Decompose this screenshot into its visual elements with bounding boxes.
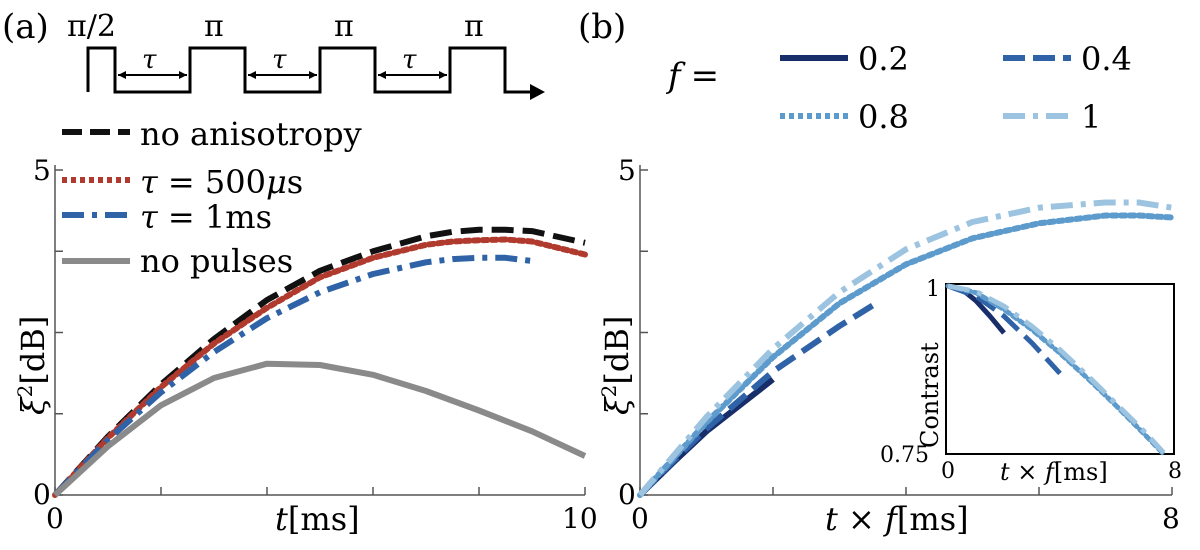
panel-b-ytick-5: 5 bbox=[618, 154, 636, 187]
panel-b-legend-title: f = bbox=[665, 56, 719, 96]
panel-b-legend: 0.2 0.4 0.8 1 bbox=[780, 40, 1132, 136]
panel-b-series-0-4 bbox=[637, 298, 881, 498]
panel-a-xtick-10: 10 bbox=[562, 502, 598, 535]
panel-a-series-no-pulses bbox=[52, 360, 587, 498]
tau-arrow-3 bbox=[378, 71, 447, 79]
legend-label-f-1: 1 bbox=[1081, 98, 1101, 136]
inset-series-1 bbox=[947, 283, 1166, 455]
panel-b-series-0-8 bbox=[637, 212, 1175, 498]
panel-a-series bbox=[52, 226, 588, 498]
pulse-label-pi-half: π/2 bbox=[67, 9, 116, 44]
panel-b-ylabel: ξ2[dB] bbox=[597, 316, 636, 415]
inset-xtick-0: 0 bbox=[941, 459, 955, 484]
inset-ylabel: Contrast bbox=[916, 342, 944, 448]
panel-b-series-1 bbox=[637, 199, 1173, 497]
panel-a-label: (a) bbox=[2, 7, 49, 47]
inset-series bbox=[945, 283, 1167, 457]
pulse-label-pi-1: π bbox=[204, 9, 224, 44]
panel-b-xlabel: t × f[ms] bbox=[825, 500, 969, 538]
tau-arrow-1 bbox=[118, 71, 187, 79]
legend-label-tau-500us: τ = 500μs bbox=[140, 163, 303, 201]
panel-a-series-500-s bbox=[52, 236, 588, 498]
inset-xtick-8: 8 bbox=[1168, 459, 1182, 484]
panel-a-ytick-0: 0 bbox=[33, 478, 51, 511]
panel-a-xlabel: t[ms] bbox=[275, 500, 360, 538]
panel-a-plot: 0 5 0 10 t[ms] ξ2[dB] bbox=[13, 154, 598, 538]
inset-ytick-0-75: 0.75 bbox=[880, 443, 929, 468]
tau-label-3: τ bbox=[402, 45, 417, 75]
panel-a-xtick-0: 0 bbox=[46, 502, 64, 535]
pulse-sequence: π/2 π π π τ τ τ bbox=[67, 9, 545, 100]
panel-b-ytick-0: 0 bbox=[618, 478, 636, 511]
panel-a-ylabel: ξ2[dB] bbox=[13, 316, 52, 415]
panel-a-legend: no anisotropy τ = 500μs τ = 1ms no pulse… bbox=[62, 115, 362, 280]
legend-label-f-0-4: 0.4 bbox=[1081, 40, 1132, 78]
panel-b-xtick-8: 8 bbox=[1162, 502, 1180, 535]
tau-arrow-2 bbox=[248, 71, 317, 79]
legend-label-tau-1ms: τ = 1ms bbox=[140, 198, 272, 236]
panel-a-series-no-anisotropy bbox=[52, 226, 586, 498]
pulse-label-pi-3: π bbox=[464, 9, 484, 44]
legend-label-f-0-2: 0.2 bbox=[858, 40, 909, 78]
pulse-label-pi-2: π bbox=[334, 9, 354, 44]
panel-b-xtick-0: 0 bbox=[631, 502, 649, 535]
panel-b-inset: 1 0.75 0 8 t × f[ms] Contrast bbox=[880, 277, 1182, 486]
panel-b-label: (b) bbox=[578, 7, 626, 47]
panel-b-series bbox=[637, 199, 1175, 498]
legend-label-no-anisotropy: no anisotropy bbox=[140, 115, 362, 153]
pulse-sequence-arrowhead-icon bbox=[530, 84, 545, 100]
panel-b-series-0-2 bbox=[637, 376, 775, 498]
panel-a-axes bbox=[54, 165, 585, 496]
panel-a-ytick-5: 5 bbox=[33, 154, 51, 187]
tau-label-2: τ bbox=[272, 45, 287, 75]
panel-b-plot: 0 5 0 8 t × f[ms] ξ2[dB] 1 0.75 0 8 t × … bbox=[597, 154, 1182, 538]
legend-label-no-pulses: no pulses bbox=[140, 242, 293, 280]
inset-ytick-1: 1 bbox=[926, 277, 940, 302]
panel-a-ticks bbox=[54, 169, 586, 496]
pulse-train-line bbox=[86, 46, 530, 94]
tau-label-1: τ bbox=[142, 45, 157, 75]
panel-a-series-1ms bbox=[52, 254, 533, 498]
legend-label-f-0-8: 0.8 bbox=[858, 98, 909, 136]
inset-xlabel: t × f[ms] bbox=[1000, 458, 1108, 486]
